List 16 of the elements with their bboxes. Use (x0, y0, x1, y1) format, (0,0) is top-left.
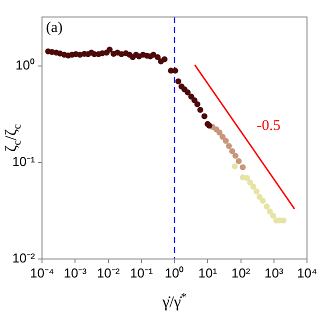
y-tick-label: 10⁻¹ (12, 154, 36, 169)
y-tick-label: 10⁰ (16, 57, 35, 72)
x-tick-label: 10³ (264, 265, 284, 280)
y-tick-label: 10⁻² (12, 250, 36, 266)
x-axis-title: γ̇/γ̇* (161, 291, 187, 312)
annotation: (a) (46, 20, 63, 36)
x-tick-label: 10⁰ (164, 265, 184, 280)
x-tick-label: 10⁻¹ (130, 265, 154, 280)
x-tick-label: 10⁻³ (64, 265, 88, 280)
x-tick-label: 10² (231, 265, 251, 280)
x-tick-label: 10¹ (198, 265, 218, 280)
x-tick-label: 10⁴ (296, 265, 318, 280)
series-label: -0.5 (256, 118, 281, 134)
y-axis-title: ζc/ζc (3, 124, 24, 152)
x-tick-label: 10⁻² (96, 265, 120, 280)
x-tick-label: 10⁻⁴ (30, 265, 54, 280)
